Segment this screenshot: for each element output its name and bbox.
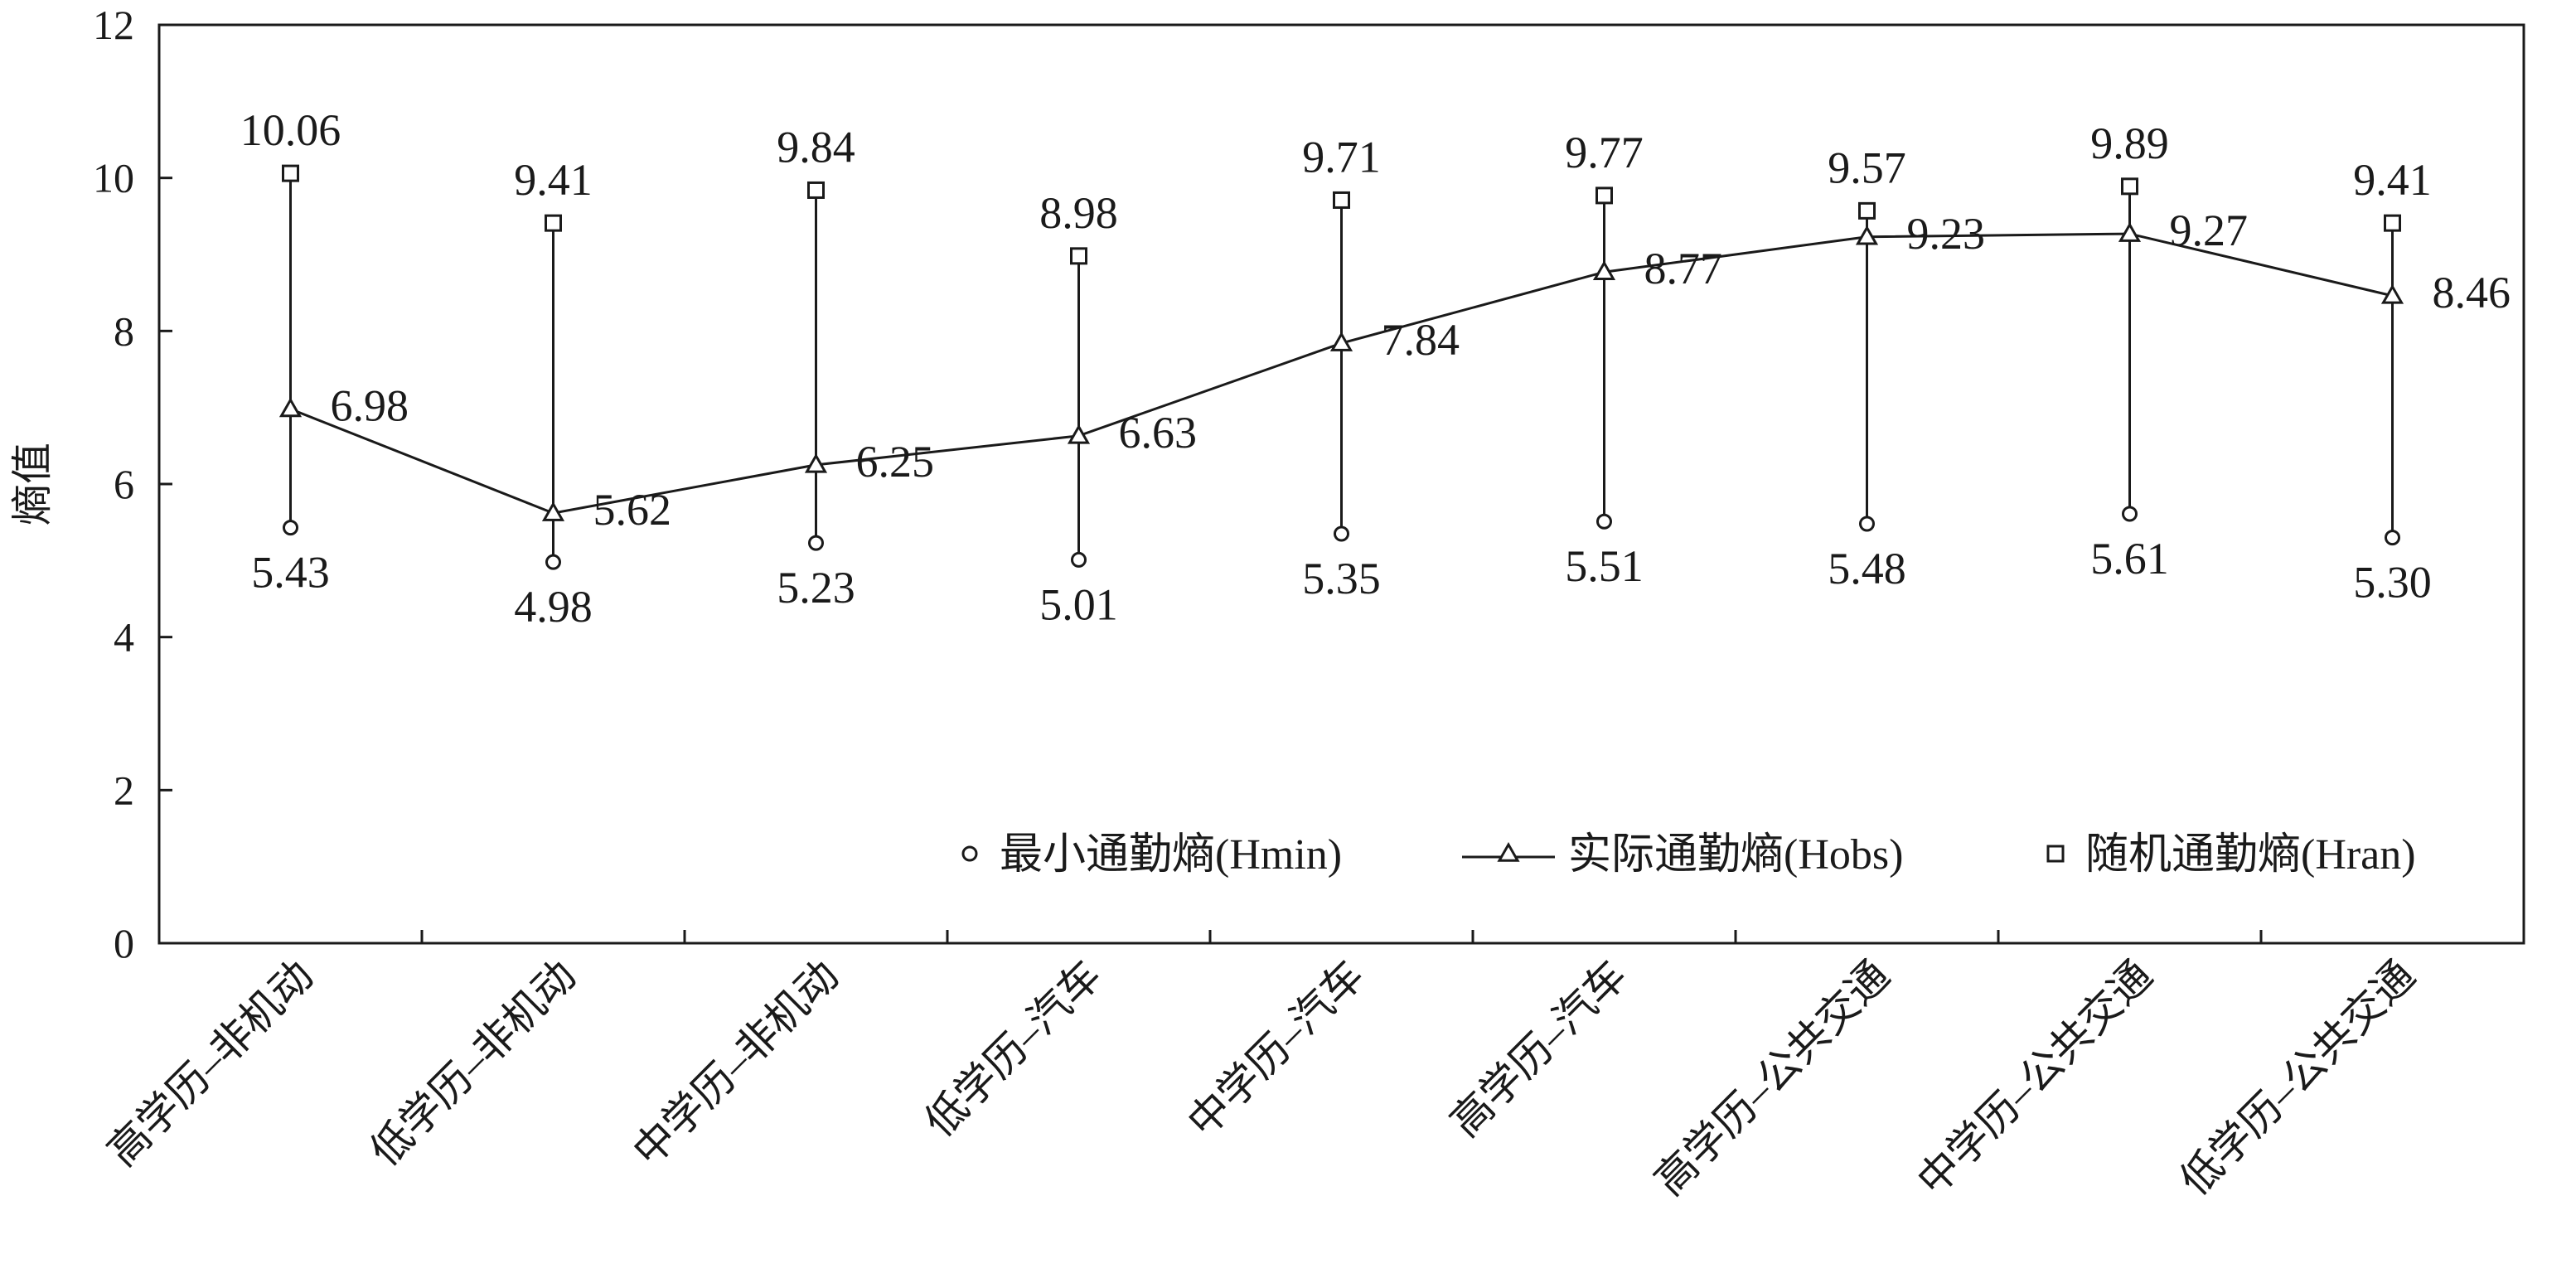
hobs-data-label: 5.62 xyxy=(593,485,672,535)
hmin-data-label: 4.98 xyxy=(514,582,593,632)
legend-marker-hran xyxy=(2046,845,2065,863)
legend-item: 最小通勤熵(Hmin) xyxy=(961,831,1342,879)
hmin-data-label: 5.51 xyxy=(1565,541,1644,591)
hran-point xyxy=(1595,186,1613,205)
hmin-point xyxy=(2122,506,2138,522)
hmin-point xyxy=(545,554,561,570)
hmin-data-label: 5.01 xyxy=(1039,579,1118,629)
hran-data-label: 9.84 xyxy=(777,122,855,172)
hobs-data-label: 9.27 xyxy=(2170,206,2249,255)
hmin-data-label: 5.48 xyxy=(1828,544,1906,593)
hmin-point xyxy=(808,535,824,551)
hobs-point xyxy=(1592,260,1616,280)
y-tick-label: 0 xyxy=(114,920,134,966)
hran-point xyxy=(1333,191,1350,209)
hobs-point xyxy=(1855,225,1879,245)
hmin-point xyxy=(2385,530,2400,546)
legend-item: 随机通勤熵(Hran) xyxy=(2046,831,2416,879)
x-tick-label: 低学历–非机动 xyxy=(361,951,584,1174)
hran-data-label: 9.77 xyxy=(1565,128,1644,177)
hmin-point xyxy=(1596,513,1612,530)
hobs-data-label: 6.98 xyxy=(331,381,409,431)
legend: 最小通勤熵(Hmin) 实际通勤熵(Hobs) 随机通勤熵(Hran) xyxy=(961,831,2416,879)
hmin-point xyxy=(1071,551,1087,568)
hobs-data-label: 8.46 xyxy=(2433,268,2511,317)
hmin-data-label: 5.23 xyxy=(777,563,855,612)
hmin-point xyxy=(1334,525,1349,542)
x-tick-label: 低学历–公共交通 xyxy=(2172,951,2424,1204)
legend-item: 实际通勤熵(Hobs) xyxy=(1462,831,1903,879)
y-axis-label: 熵值 xyxy=(9,443,56,525)
hobs-point xyxy=(541,501,565,521)
x-tick-label: 中学历–汽车 xyxy=(1179,951,1373,1145)
hran-point xyxy=(2121,177,2138,196)
hobs-data-label: 6.63 xyxy=(1119,408,1198,458)
hobs-data-label: 9.23 xyxy=(1907,209,1986,259)
hobs-data-label: 8.77 xyxy=(1644,244,1723,293)
hran-point xyxy=(2384,214,2401,232)
hran-point xyxy=(545,214,562,232)
hmin-data-label: 5.30 xyxy=(2353,558,2432,608)
hran-point xyxy=(807,181,825,199)
hran-data-label: 9.71 xyxy=(1302,132,1381,182)
hran-data-label: 9.41 xyxy=(2353,155,2432,205)
hobs-point xyxy=(278,397,303,418)
hobs-point xyxy=(804,453,828,473)
legend-marker-hobs xyxy=(1497,841,1520,862)
hobs-point xyxy=(2118,222,2142,242)
y-tick-label: 4 xyxy=(114,614,134,661)
hobs-data-label: 7.84 xyxy=(1382,315,1460,365)
x-tick-label: 中学历–公共交通 xyxy=(1909,951,2162,1204)
legend-marker-hmin xyxy=(961,845,978,862)
hobs-point xyxy=(1329,332,1353,351)
legend-label: 实际通勤熵(Hobs) xyxy=(1568,831,1903,879)
hran-data-label: 10.06 xyxy=(240,105,341,155)
y-tick-label: 2 xyxy=(114,767,134,813)
hmin-data-label: 5.61 xyxy=(2090,534,2169,583)
hmin-point xyxy=(1859,516,1875,532)
labels-layer: 5.43 6.98 10.06 4.985.62 9.41 5.23 6.25 9.84 5.0… xyxy=(240,105,2511,632)
hran-data-label: 9.89 xyxy=(2090,119,2169,168)
hobs-data-label: 6.25 xyxy=(856,437,935,487)
x-tick-label: 低学历–汽车 xyxy=(916,951,1110,1145)
x-tick-label: 高学历–非机动 xyxy=(99,951,322,1174)
hran-point xyxy=(1070,247,1087,265)
x-tick-label: 高学历–汽车 xyxy=(1441,951,1635,1145)
hobs-point xyxy=(1067,424,1091,444)
hmin-data-label: 5.43 xyxy=(251,548,330,598)
y-tick-label: 12 xyxy=(93,2,134,48)
legend-label: 随机通勤熵(Hran) xyxy=(2085,831,2416,879)
x-tick-label: 高学历–公共交通 xyxy=(1646,951,1899,1204)
x-tick-label: 中学历–非机动 xyxy=(624,951,847,1174)
hran-point xyxy=(282,164,299,182)
legend-label: 最小通勤熵(Hmin) xyxy=(1000,831,1342,879)
hmin-data-label: 5.35 xyxy=(1302,554,1381,603)
hran-data-label: 9.41 xyxy=(514,155,593,205)
hran-data-label: 8.98 xyxy=(1039,188,1118,238)
hran-data-label: 9.57 xyxy=(1828,143,1906,192)
hobs-point xyxy=(2380,283,2404,304)
hmin-point xyxy=(283,520,298,536)
y-tick-label: 8 xyxy=(114,307,134,354)
hran-point xyxy=(1858,201,1876,220)
series-layer xyxy=(278,164,2404,570)
y-tick-label: 10 xyxy=(93,155,134,201)
y-tick-label: 6 xyxy=(114,461,134,507)
